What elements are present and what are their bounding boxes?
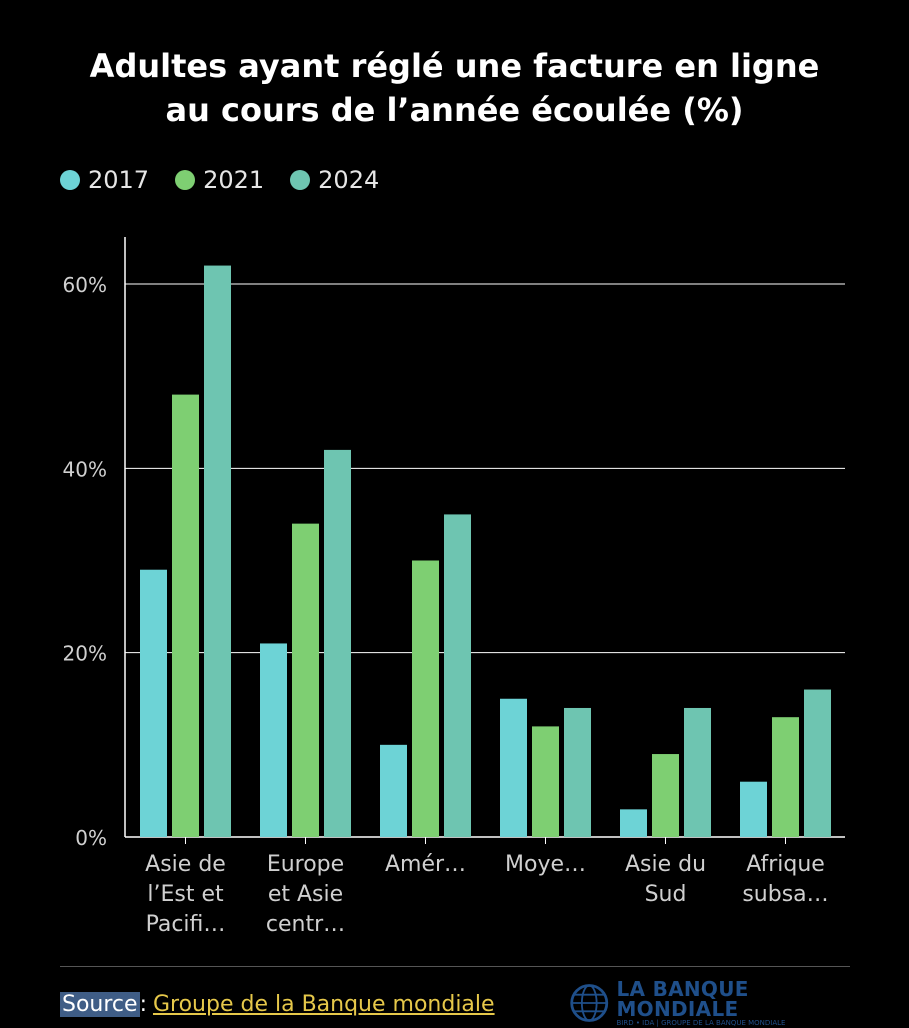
x-tick-label-4: Asie du Sud — [625, 852, 706, 907]
legend-item-2024[interactable]: 2024 — [290, 166, 379, 194]
y-tick-label-60: 60% — [63, 273, 107, 297]
logo-subtitle: BIRD • IDA | GROUPE DE LA BANQUE MONDIAL… — [616, 1018, 786, 1027]
footer-divider — [60, 966, 850, 967]
source-colon: : — [139, 992, 147, 1017]
bar-2017-cat-4 — [620, 809, 647, 837]
x-tick-label-0-line-2: Pacifi… — [146, 912, 226, 937]
x-tick-label-1-line-0: Europe — [267, 852, 344, 877]
legend-item-2021[interactable]: 2021 — [175, 166, 264, 194]
bar-2024-cat-4 — [684, 707, 711, 837]
legend-swatch-2017 — [60, 170, 80, 190]
y-tick-label-20: 20% — [63, 642, 107, 666]
bar-2024-cat-1 — [324, 449, 351, 837]
legend-label-2021: 2021 — [203, 166, 265, 194]
y-tick-label-40: 40% — [63, 457, 107, 481]
bar-2017-cat-2 — [380, 744, 407, 837]
bar-2017-cat-0 — [140, 569, 167, 837]
x-tick-label-2: Amér… — [385, 852, 466, 877]
source-line: Source : Groupe de la Banque mondiale — [60, 992, 495, 1017]
x-tick-label-3-line-0: Moye… — [505, 852, 586, 877]
x-tick-label-4-line-1: Sud — [645, 882, 687, 907]
legend-label-2024: 2024 — [318, 166, 380, 194]
bar-2017-cat-3 — [500, 698, 527, 837]
bar-2024-cat-5 — [804, 689, 831, 837]
x-tick-label-0-line-0: Asie de — [145, 852, 226, 877]
bar-2021-cat-1 — [292, 523, 319, 837]
bar-2017-cat-1 — [260, 643, 287, 837]
chart-legend: 2017 2021 2024 — [60, 164, 379, 196]
x-tick-label-2-line-0: Amér… — [385, 852, 466, 877]
logo-text: LA BANQUE MONDIALE BIRD • IDA | GROUPE D… — [616, 979, 858, 1028]
x-tick-label-1: Europe et Asie centr… — [266, 852, 345, 937]
x-tick-label-3: Moye… — [505, 852, 586, 877]
bar-2024-cat-2 — [444, 514, 471, 837]
globe-icon — [570, 984, 609, 1022]
bar-2021-cat-3 — [532, 726, 559, 837]
bar-2024-cat-3 — [564, 707, 591, 837]
bar-2024-cat-0 — [204, 265, 231, 837]
x-tick-label-5-line-1: subsa… — [742, 882, 828, 907]
bar-2021-cat-0 — [172, 394, 199, 837]
bar-2021-cat-4 — [652, 754, 679, 837]
chart-title-line-1: Adultes ayant réglé une facture en ligne — [89, 47, 820, 85]
legend-swatch-2024 — [290, 170, 311, 190]
bar-chart: 0% 20% 40% 60% Asie de l’Est et Pacifi… Europe e… — [63, 237, 845, 937]
x-tick-label-0-line-1: l’Est et — [147, 882, 224, 907]
x-tick-label-5: Afrique subsa… — [742, 852, 828, 907]
legend-swatch-2021 — [175, 170, 196, 190]
bar-2021-cat-2 — [412, 560, 439, 837]
world-bank-logo: LA BANQUE MONDIALE BIRD • IDA | GROUPE D… — [568, 979, 858, 1027]
chart-title-line-2: au cours de l’année écoulée (%) — [165, 91, 744, 129]
legend-label-2017: 2017 — [88, 166, 150, 194]
x-tick-label-5-line-0: Afrique — [746, 852, 825, 877]
source-label: Source — [60, 992, 140, 1017]
y-tick-label-0: 0% — [75, 826, 107, 850]
source-link[interactable]: Groupe de la Banque mondiale — [152, 992, 495, 1017]
chart-title: Adultes ayant réglé une facture en ligne… — [0, 44, 909, 132]
x-tick-label-1-line-1: et Asie — [268, 882, 343, 907]
x-tick-label-1-line-2: centr… — [266, 912, 345, 937]
bar-2017-cat-5 — [740, 781, 767, 837]
x-tick-label-0: Asie de l’Est et Pacifi… — [145, 852, 226, 937]
legend-item-2017[interactable]: 2017 — [60, 166, 149, 194]
bar-2021-cat-5 — [772, 717, 799, 837]
logo-name: LA BANQUE MONDIALE — [616, 976, 749, 1021]
x-tick-label-4-line-0: Asie du — [625, 852, 706, 877]
